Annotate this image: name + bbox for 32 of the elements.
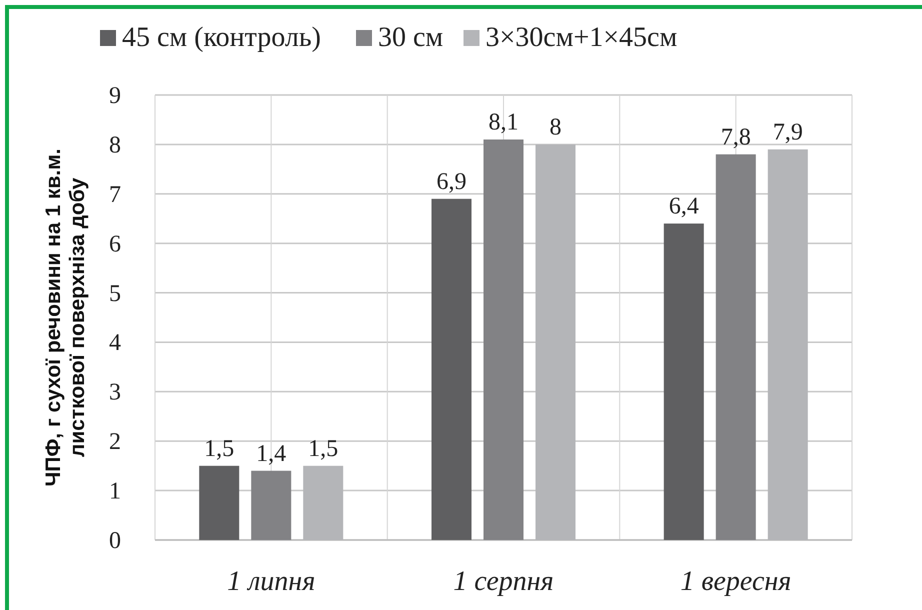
y-tick-label: 0	[109, 528, 121, 554]
data-label: 1,5	[308, 436, 338, 462]
y-axis-title: ЧПФ, г сухої речовини на 1 кв.м. листкової поверхніза добу	[42, 148, 89, 486]
data-label: 6,9	[436, 168, 466, 195]
data-label: 6,4	[668, 194, 699, 220]
y-tick-label: 3	[109, 380, 121, 406]
bar	[664, 224, 704, 540]
y-tick-label: 2	[109, 429, 121, 456]
legend-label: 30 см	[378, 22, 444, 53]
data-label: 7,9	[772, 119, 803, 146]
bar	[716, 154, 756, 540]
bar	[432, 198, 472, 540]
y-tick-label: 1	[109, 478, 121, 505]
y-tick-label: 4	[109, 330, 121, 356]
data-label: 7,8	[720, 124, 751, 150]
bar	[199, 466, 240, 540]
data-label: 1,5	[204, 436, 234, 462]
bar	[251, 470, 292, 540]
legend-label: 3×30см+1×45см	[486, 22, 678, 53]
data-label: 8,1	[488, 110, 518, 136]
y-tick-label: 8	[109, 132, 121, 158]
x-tick-label: 1 липня	[227, 566, 316, 597]
data-label: 1,4	[256, 440, 286, 467]
x-tick-label: 1 вересня	[680, 566, 792, 597]
y-tick-label: 9	[109, 83, 121, 109]
x-tick-label: 1 серпня	[453, 566, 554, 597]
data-label: 8	[550, 114, 562, 140]
bar	[484, 140, 524, 540]
y-tick-label: 5	[109, 280, 121, 307]
y-tick-label: 6	[109, 231, 121, 258]
y-tick-label: 7	[109, 182, 121, 208]
legend-label: 45 см (контроль)	[122, 22, 321, 53]
